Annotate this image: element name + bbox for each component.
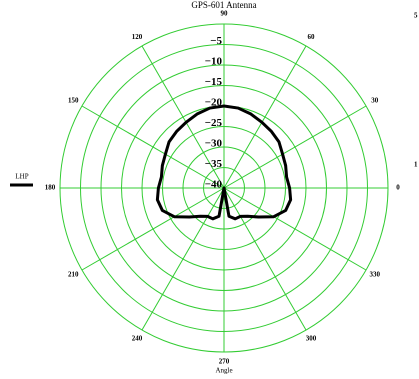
grid-spoke [223, 105, 367, 189]
radial-label: −40 [205, 179, 223, 191]
grid-spoke [223, 45, 307, 189]
radial-label: −10 [205, 56, 223, 68]
grid-spoke [81, 105, 225, 189]
pattern-line [155, 104, 293, 221]
edge-label: 1 [414, 161, 418, 169]
legend-label: LHP [15, 173, 28, 181]
radial-label: −15 [205, 76, 223, 88]
radial-label: −35 [205, 158, 223, 170]
grid-spoke [81, 187, 225, 271]
angle-label: 210 [68, 271, 79, 279]
angle-label: 240 [132, 334, 143, 342]
angle-label: 120 [132, 33, 143, 41]
angle-label: 300 [306, 334, 317, 342]
angle-label: 270 [219, 358, 230, 366]
chart-title: GPS-601 Antenna [191, 0, 256, 10]
grid-spoke [141, 187, 225, 331]
angle-label: 150 [68, 97, 79, 105]
angle-label: 0 [396, 184, 400, 192]
grid-spoke [141, 45, 225, 189]
edge-label: 5 [414, 12, 418, 20]
angle-label: 330 [369, 271, 380, 279]
radial-label: −25 [205, 117, 223, 129]
angle-label: 60 [308, 33, 316, 41]
radial-label: −30 [205, 138, 223, 150]
grid-spoke [223, 187, 367, 271]
grid-spoke [223, 187, 307, 331]
angle-label: 30 [371, 97, 379, 105]
angle-label: 90 [221, 10, 229, 18]
radial-label: −5 [210, 35, 222, 47]
angle-label: 180 [45, 184, 56, 192]
x-axis-label: Angle [215, 367, 232, 375]
